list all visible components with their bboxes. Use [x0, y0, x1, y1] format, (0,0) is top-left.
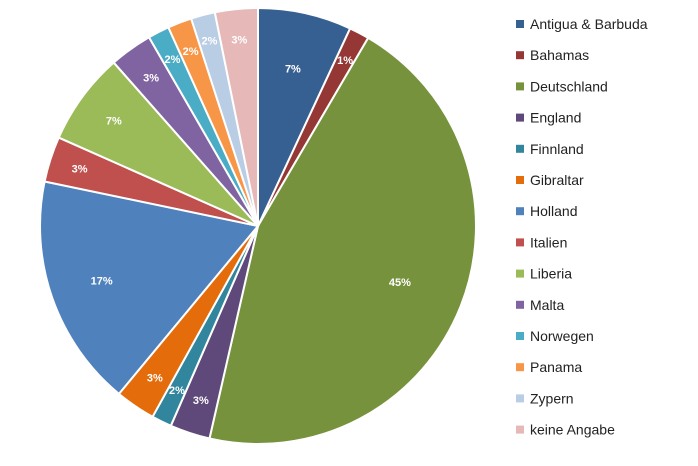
legend-label: Italien: [530, 234, 567, 250]
data-label: 7%: [285, 64, 301, 76]
data-label: 17%: [91, 276, 113, 288]
legend-swatch: [516, 394, 524, 403]
legend-swatch: [516, 51, 524, 60]
legend-swatch: [516, 238, 524, 247]
pie-slice-keine-angabe: [213, 6, 259, 227]
legend-swatch: [516, 332, 524, 340]
legend-label: Zypern: [530, 390, 574, 406]
legend-label: England: [530, 110, 581, 126]
data-label: 2%: [165, 54, 181, 66]
legend-swatch: [516, 425, 524, 434]
pie-slices: [39, 6, 477, 445]
data-label: 45%: [389, 277, 411, 289]
legend-label: Deutschland: [530, 78, 608, 94]
pie-slice-holland: [39, 180, 260, 396]
legend-swatch: [516, 82, 524, 91]
pie-data-labels: 7%1%45%3%2%3%17%3%7%3%2%2%2% 3%: [72, 35, 411, 407]
data-label: 3%: [193, 395, 209, 407]
legend-swatch: [516, 300, 524, 309]
legend-label: Holland: [530, 203, 577, 219]
legend-label: Liberia: [530, 266, 572, 282]
legend-swatch: [516, 20, 524, 28]
legend-label: Gibraltar: [530, 172, 584, 188]
legend-label: Finnland: [530, 141, 584, 157]
legend-swatch: [516, 113, 524, 122]
data-label: 3%: [231, 35, 247, 47]
data-label: 2%: [202, 35, 218, 47]
data-label: 3%: [147, 372, 163, 384]
legend-label: Bahamas: [530, 47, 589, 63]
legend-swatch: [516, 269, 524, 278]
legend-label: Panama: [530, 359, 582, 375]
legend-swatch: [516, 207, 524, 216]
data-label: 3%: [72, 164, 88, 176]
legend-label: Malta: [530, 297, 564, 313]
legend-label: Antigua & Barbuda: [530, 16, 648, 32]
legend-swatch: [516, 363, 524, 372]
legend-swatch: [516, 144, 524, 153]
legend-swatch: [516, 176, 524, 184]
chart-legend: Antigua & Barbuda Bahamas Deutschland Engla…: [516, 16, 648, 438]
pie-slice-deutschland: [208, 36, 477, 445]
legend-label: Norwegen: [530, 328, 594, 344]
data-label: 1%: [337, 55, 353, 67]
data-label: 2%: [183, 46, 199, 58]
data-label: 3%: [143, 72, 159, 84]
data-label: 7%: [106, 115, 122, 127]
legend-label: keine Angabe: [530, 422, 615, 438]
data-label: 2%: [169, 385, 185, 397]
